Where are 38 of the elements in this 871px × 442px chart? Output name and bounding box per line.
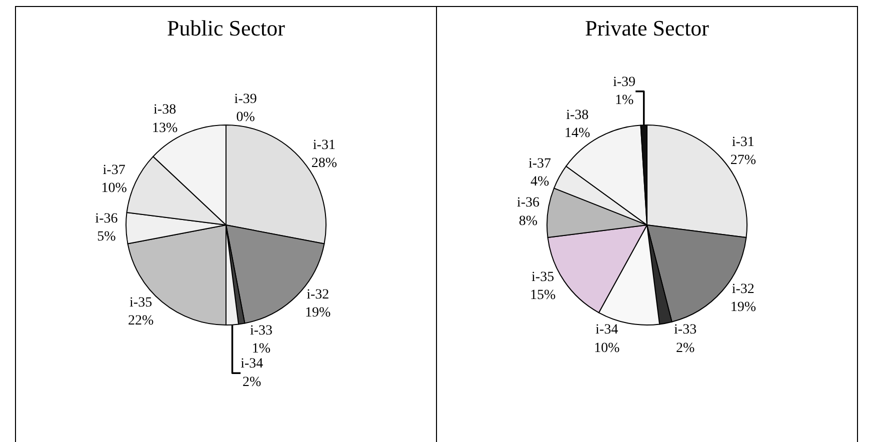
data-label: 19% <box>730 300 756 315</box>
data-label: 1% <box>252 342 271 357</box>
category-label: i-39 <box>234 92 257 107</box>
data-label: 13% <box>152 120 178 136</box>
slice-label: i-31 <box>732 135 754 150</box>
slice-label: i-39 <box>612 74 636 90</box>
data-label: 10% <box>594 340 620 356</box>
data-label: 2% <box>676 340 695 356</box>
data-label: 14% <box>564 126 591 142</box>
slice-label: i-37 <box>528 156 552 172</box>
data-label: 10% <box>101 181 128 196</box>
data-label: 4% <box>530 174 550 190</box>
data-label: 5% <box>97 230 116 245</box>
slice-label: i-36 <box>95 212 118 227</box>
slice-label: i-33 <box>674 322 697 338</box>
data-label: 22% <box>128 314 154 329</box>
data-label: 19% <box>305 306 332 321</box>
data-label: 1% <box>614 93 634 108</box>
data-label: 27% <box>730 153 756 168</box>
slice-label: i-34 <box>596 322 618 338</box>
slice-label: i-34 <box>240 356 264 372</box>
data-label: 2% <box>242 374 262 390</box>
data-label: 8% <box>518 214 538 229</box>
data-label: 28% <box>311 156 338 172</box>
slice-label: i-35 <box>130 295 152 310</box>
slice-label: i-36 <box>516 196 540 211</box>
slice-label: i-32 <box>306 287 330 302</box>
chart-title: Public Sector <box>167 15 286 40</box>
slice-label: i-31 <box>312 138 336 153</box>
chart-title: Private Sector <box>584 15 710 40</box>
slice-label: i-37 <box>102 162 126 178</box>
slice-label: i-38 <box>566 108 589 124</box>
text: 0% <box>236 110 255 125</box>
slice-label: i-38 <box>154 102 176 118</box>
slice-label: i-33 <box>250 323 273 338</box>
data-label: 15% <box>530 288 556 304</box>
slice-label: i-32 <box>732 282 754 297</box>
slice-label: i-35 <box>532 270 554 285</box>
